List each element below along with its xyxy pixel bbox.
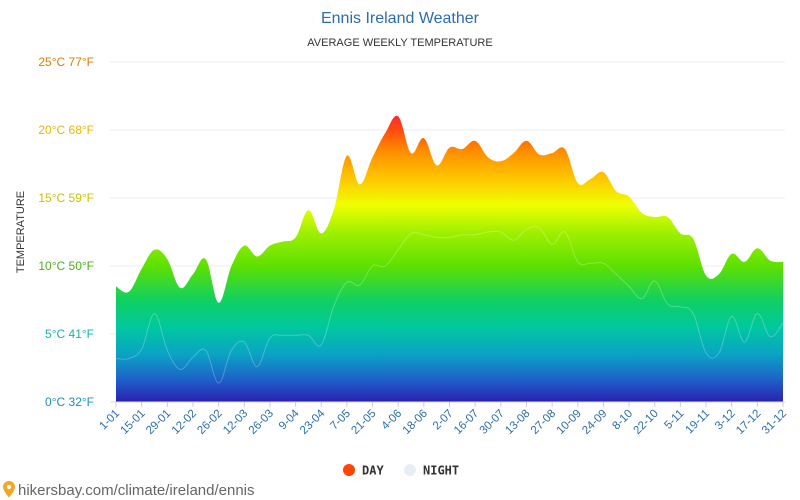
- y-tick-label: 0°C 32°F: [45, 395, 94, 409]
- x-tick-label: 13-08: [503, 408, 532, 437]
- night-series-area: [116, 226, 783, 402]
- x-tick-label: 10-09: [555, 408, 584, 437]
- legend-label-day[interactable]: DAY: [362, 464, 384, 478]
- x-tick-label: 17-12: [734, 408, 763, 437]
- x-tick-label: 19-11: [683, 408, 712, 437]
- chart-subtitle: AVERAGE WEEKLY TEMPERATURE: [307, 37, 492, 49]
- x-tick-label: 30-07: [478, 408, 507, 437]
- x-tick-label: 23-04: [298, 407, 328, 437]
- x-tick-label: 18-06: [401, 408, 430, 437]
- x-tick-label: 31-12: [760, 408, 789, 437]
- legend-marker-night[interactable]: [404, 464, 416, 476]
- x-tick-label: 12-02: [170, 408, 199, 437]
- x-tick-label: 26-03: [247, 408, 276, 437]
- legend: DAY NIGHT: [343, 464, 459, 478]
- x-tick-label: 24-09: [580, 408, 609, 437]
- chart-title: Ennis Ireland Weather: [321, 10, 480, 27]
- map-pin-icon: [3, 481, 15, 498]
- legend-label-night[interactable]: NIGHT: [423, 464, 459, 478]
- y-tick-label: 20°C 68°F: [38, 123, 94, 137]
- y-tick-label: 10°C 50°F: [38, 259, 94, 273]
- x-tick-label: 22-10: [632, 408, 661, 437]
- y-axis-label: TEMPERATURE: [15, 191, 27, 273]
- legend-marker-day[interactable]: [343, 464, 355, 476]
- y-axis-ticks: 0°C 32°F 5°C 41°F 10°C 50°F 15°C 59°F 20°C 6…: [38, 55, 94, 409]
- footer-link[interactable]: hikersbay.com/climate/ireland/ennis: [18, 482, 255, 499]
- night-series-edge: [115, 226, 784, 384]
- y-tick-label: 25°C 77°F: [38, 55, 94, 69]
- x-tick-label: 12-03: [221, 408, 250, 437]
- x-tick-label: 26-02: [195, 408, 224, 437]
- x-tick-label: 27-08: [529, 408, 558, 437]
- y-tick-label: 5°C 41°F: [45, 327, 94, 341]
- x-tick-label: 21-05: [349, 408, 378, 437]
- x-tick-label: 15-01: [118, 408, 147, 437]
- x-tick-label: 16-07: [452, 408, 481, 437]
- x-tick-label: 29-01: [144, 408, 173, 437]
- y-tick-label: 15°C 59°F: [38, 191, 94, 205]
- footer: hikersbay.com/climate/ireland/ennis: [3, 481, 255, 499]
